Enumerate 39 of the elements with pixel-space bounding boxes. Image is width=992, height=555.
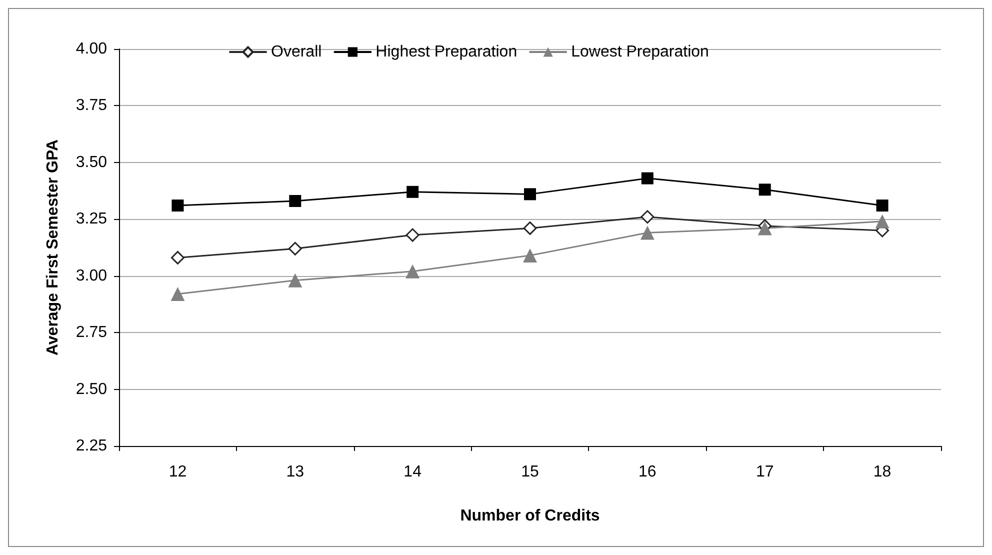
- y-tick-label: 2.25: [76, 438, 108, 454]
- point: [288, 273, 302, 288]
- point: [170, 287, 185, 302]
- point: [406, 264, 420, 278]
- legend-label: Overall: [271, 44, 322, 60]
- point: [406, 228, 420, 242]
- y-tick-label: 3.75: [76, 97, 108, 114]
- y-tick-label: 3.50: [76, 154, 108, 171]
- point: [758, 184, 771, 196]
- point: [875, 214, 890, 228]
- y-tick-label: 3.00: [76, 267, 108, 284]
- point: [406, 186, 419, 198]
- y-axis-title: Average First Semester GPA: [44, 139, 62, 356]
- point: [524, 188, 536, 200]
- y-tick-label: 4.00: [76, 40, 108, 58]
- x-tick-label: 15: [521, 464, 539, 480]
- legend-label: Lowest Preparation: [571, 44, 709, 60]
- point: [640, 226, 654, 240]
- point: [523, 248, 537, 262]
- x-tick-label: 13: [286, 464, 304, 480]
- legend-label: Highest Preparation: [376, 44, 518, 60]
- x-tick-label: 16: [638, 464, 656, 480]
- y-tick-label: 2.75: [76, 324, 108, 342]
- y-tick-label: 2.50: [76, 380, 108, 398]
- x-tick-label: 12: [168, 464, 187, 480]
- point: [641, 172, 654, 184]
- x-axis-title: Number of Credits: [460, 508, 600, 524]
- point: [876, 200, 888, 212]
- point: [288, 242, 302, 256]
- x-tick-label: 14: [404, 464, 422, 480]
- point: [170, 250, 184, 264]
- point: [172, 200, 184, 212]
- point: [289, 194, 302, 207]
- x-tick-label: 17: [756, 464, 774, 480]
- point: [523, 221, 537, 235]
- point: [640, 210, 654, 224]
- point: [758, 221, 772, 236]
- y-tick-label: 3.25: [76, 210, 108, 228]
- x-tick-label: 18: [873, 464, 892, 480]
